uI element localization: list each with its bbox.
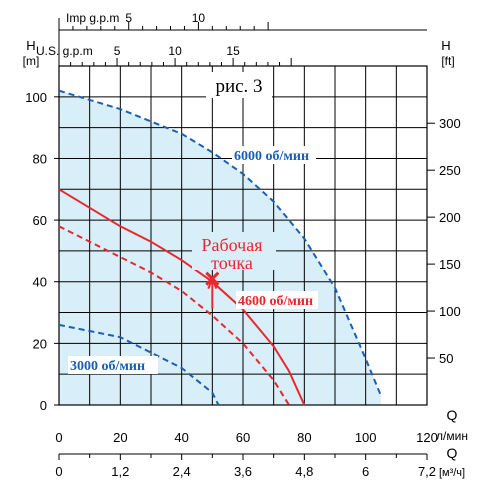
x-primary-tick-label: 0: [55, 430, 62, 445]
x-secondary-tick-label: 1,2: [111, 464, 129, 479]
y-left-tick-label: 100: [25, 90, 47, 105]
x-primary-tick-label: 120: [416, 430, 438, 445]
series-curve-1: [58, 188, 306, 406]
us-gpm-tick-label: 5: [114, 44, 121, 58]
series-label-6000: 6000 об/мин: [234, 149, 309, 164]
x-secondary-tick-label: 7,2: [418, 464, 436, 479]
y-left-tick-label: 60: [33, 213, 47, 228]
y-left-tick-label: 0: [40, 398, 47, 413]
series-curve-2: [58, 225, 290, 406]
chart-title: рис. 3: [215, 76, 262, 97]
operating-point-marker: [205, 271, 220, 286]
imp-gpm-tick-label: 5: [125, 11, 132, 25]
y-right-tick-label: 250: [439, 163, 461, 178]
y-left-tick-label: 20: [33, 336, 47, 351]
operating-point-label-line1: Рабочая: [201, 235, 262, 255]
series-label-3000-background: [68, 356, 158, 374]
x-secondary-unit: [м³/ч]: [439, 467, 465, 479]
x-secondary-tick-label: 6: [362, 464, 369, 479]
y-right-tick-label: 150: [439, 257, 461, 272]
imp-gpm-label: Imp g.p.m: [66, 11, 119, 25]
x-secondary-tick-label: 4,8: [295, 464, 313, 479]
series-label-4600-background: [236, 291, 318, 309]
y-right-tick-label: 300: [439, 116, 461, 131]
title-background: [206, 72, 272, 98]
operating-point-label-line2: точка: [211, 253, 253, 273]
x-secondary-tick-label: 2,4: [173, 464, 191, 479]
y-right-tick-label: 100: [439, 304, 461, 319]
y-left-tick-label: 40: [33, 275, 47, 290]
x-secondary-tick-label: 0: [55, 464, 62, 479]
y-left-tick-label: 80: [33, 151, 47, 166]
y-right-label: H: [441, 38, 450, 53]
us-gpm-tick-label: 10: [168, 44, 182, 58]
operating-point-label-background: [192, 232, 276, 270]
series-label-6000-background: [232, 146, 316, 164]
series-curve-0: [58, 89, 382, 397]
y-right-unit: [ft]: [441, 54, 454, 68]
x-secondary-label: Q: [447, 445, 458, 461]
series-label-3000: 3000 об/мин: [70, 359, 145, 374]
x-primary-tick-label: 60: [236, 430, 250, 445]
y-left-label: H: [26, 38, 35, 53]
y-right-tick-label: 200: [439, 210, 461, 225]
x-primary-tick-label: 80: [297, 430, 311, 445]
x-secondary-tick-label: 3,6: [234, 464, 252, 479]
x-primary-tick-label: 40: [174, 430, 188, 445]
series-label-4600: 4600 об/мин: [238, 294, 313, 309]
x-primary-label: Q: [447, 407, 458, 423]
series-curve-3: [58, 323, 220, 406]
x-primary-tick-label: 20: [113, 430, 127, 445]
us-gpm-tick-label: 15: [226, 44, 240, 58]
imp-gpm-tick-label: 10: [192, 11, 206, 25]
x-primary-unit: л/мин: [436, 429, 468, 443]
us-gpm-label: U.S. g.p.m: [36, 44, 93, 58]
x-primary-tick-label: 100: [355, 430, 377, 445]
y-left-unit: [m]: [23, 54, 40, 68]
y-right-tick-label: 50: [439, 351, 453, 366]
plot-frame: [58, 65, 428, 406]
